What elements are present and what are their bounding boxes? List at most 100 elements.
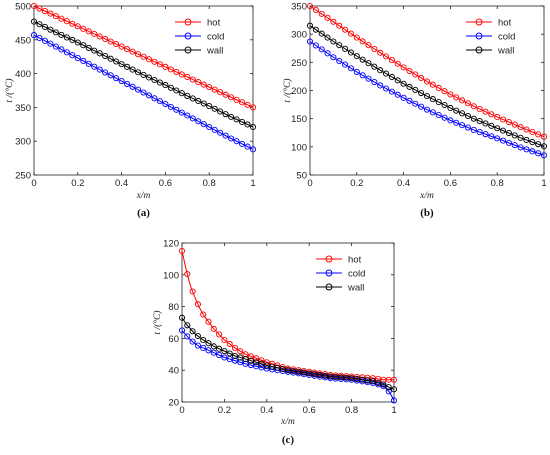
legend-label: wall [206,46,223,57]
data-point [238,99,246,106]
data-point [162,63,169,70]
series-line [181,317,395,390]
data-point [205,318,212,325]
series-line [33,34,254,150]
data-point [91,47,98,54]
data-point [200,336,207,344]
data-point [222,111,229,118]
data-point [221,336,228,344]
y-tick-label: 500 [15,2,31,13]
legend-label: cold [207,32,224,43]
y-tick-label: 120 [163,239,179,250]
data-point [226,350,233,357]
y-tick-label: 350 [291,2,307,13]
panel-label: (c) [282,434,295,446]
data-point [390,386,398,393]
data-point [118,61,125,68]
data-point [258,360,265,367]
plot-frame [33,5,254,176]
x-tick-label: 0.8 [203,178,216,189]
data-point [447,91,454,98]
data-point [145,92,153,99]
data-point [36,5,43,12]
data-point [210,343,217,350]
data-point [238,118,246,125]
legend-entry-hot: hot [316,255,362,266]
data-point [211,86,218,93]
data-point [200,81,207,88]
data-point [96,66,103,73]
y-axis-label: t /(°C) [152,310,163,334]
data-point [359,72,366,79]
x-tick-label: 0 [31,178,36,189]
panel-label: (b) [420,207,434,219]
data-point [173,87,180,94]
data-point [162,82,169,89]
data-point [385,388,392,395]
data-point [406,97,413,104]
data-point [385,384,392,391]
data-point [124,46,131,53]
data-point [406,67,413,74]
data-point [406,83,413,90]
data-point [418,103,425,110]
data-point [69,52,76,59]
data-point [390,397,398,404]
x-tick-label: 0.2 [350,178,363,189]
x-tick-label: 0.8 [345,405,358,416]
data-point [429,109,436,116]
data-point [388,57,395,64]
data-point [435,111,442,119]
data-point [529,138,536,146]
data-point [129,66,136,73]
data-point [221,354,228,361]
data-point [394,60,401,67]
data-point [453,94,460,101]
data-point [540,152,548,159]
data-point [353,68,360,75]
data-point [206,123,213,131]
data-point [482,108,489,115]
data-point [324,34,331,41]
legend-entry-wall: wall [316,283,364,294]
data-point [459,122,466,129]
data-point [145,56,153,63]
x-axis-label: x/m [280,417,295,427]
data-point [178,71,185,78]
data-point [145,74,153,81]
data-point [151,76,158,84]
data-point [63,34,70,41]
data-point [178,90,185,97]
data-point [178,247,186,254]
data-point [365,60,372,67]
data-point [382,85,390,92]
data-point [342,61,349,68]
y-tick-label: 150 [291,114,307,125]
data-point [412,86,419,93]
legend-marker [325,283,333,291]
data-point [91,30,98,37]
series-line [33,21,254,128]
data-point [517,134,524,141]
data-point [217,108,224,115]
data-point [80,25,87,32]
data-point [494,113,501,121]
data-point [429,96,436,103]
y-tick-label: 80 [168,302,179,313]
data-point [476,118,483,125]
data-point [167,103,174,110]
data-point [69,20,76,27]
series-hot [178,247,398,383]
data-point [222,91,229,98]
data-point [347,30,355,37]
data-point [195,79,202,86]
data-point [523,146,530,153]
data-point [47,10,54,17]
data-point [74,39,81,46]
y-tick-label: 100 [291,142,307,153]
legend-entry-cold: cold [466,32,515,43]
data-point [423,78,431,85]
data-point [400,64,407,71]
y-tick-label: 300 [291,30,307,41]
